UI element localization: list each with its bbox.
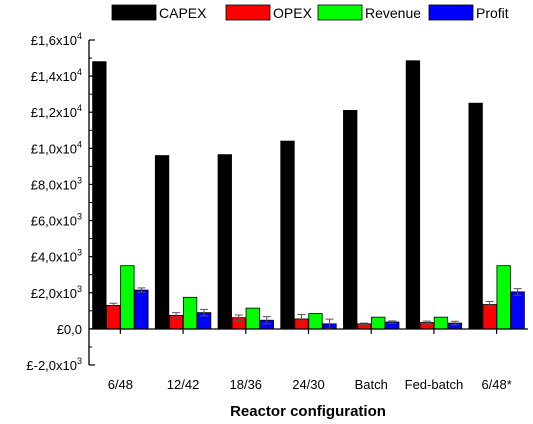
x-tick-group: 6/48 12/42 18/36 24/30 Batch Fed-batch 6/48* bbox=[108, 328, 512, 392]
y-tick-group: £1,6x104 £1,4x104 £1,2x104 £1,0x104 £8,0x103… bbox=[26, 31, 95, 373]
bar-opex bbox=[482, 304, 497, 330]
y-tick-label: £1,2x104 bbox=[31, 103, 82, 120]
bar-capex bbox=[405, 60, 421, 330]
bar-capex bbox=[468, 102, 483, 330]
bar-revenue bbox=[433, 316, 449, 330]
bar-revenue bbox=[182, 296, 198, 330]
y-tick-label: £1,6x104 bbox=[31, 31, 82, 48]
legend-label-revenue: Revenue bbox=[365, 5, 421, 21]
x-tick-label: Fed-batch bbox=[405, 377, 464, 392]
bar-group bbox=[92, 60, 525, 330]
x-tick-label: Batch bbox=[355, 377, 388, 392]
bar-profit bbox=[134, 289, 149, 330]
x-axis-label: Reactor configuration bbox=[230, 403, 386, 420]
legend-swatch-capex bbox=[111, 4, 157, 21]
legend-swatch-profit bbox=[428, 4, 474, 21]
legend-label-profit: Profit bbox=[476, 5, 509, 21]
y-tick-label: £-2,0x103 bbox=[26, 356, 82, 373]
x-tick-label: 6/48* bbox=[481, 377, 511, 392]
y-tick-label: £2,0x103 bbox=[31, 284, 82, 301]
bar-revenue bbox=[245, 307, 260, 330]
bar-opex bbox=[106, 305, 121, 330]
bar-revenue bbox=[371, 316, 386, 330]
bar-capex bbox=[154, 155, 170, 330]
bar-capex bbox=[343, 110, 358, 330]
bar-revenue bbox=[308, 313, 323, 330]
x-tick-label: 6/48 bbox=[108, 377, 133, 392]
legend: CAPEX OPEX Revenue Profit bbox=[111, 4, 509, 21]
x-tick-label: 18/36 bbox=[230, 377, 263, 392]
x-tick-label: 12/42 bbox=[167, 377, 200, 392]
bar-profit bbox=[510, 291, 525, 330]
legend-label-capex: CAPEX bbox=[159, 5, 207, 21]
bar-capex bbox=[280, 140, 295, 330]
bar-revenue bbox=[496, 265, 511, 330]
y-tick-label: £0,0 bbox=[57, 322, 82, 337]
legend-label-opex: OPEX bbox=[273, 5, 313, 21]
bar-capex bbox=[217, 154, 232, 330]
y-tick-label: £1,0x104 bbox=[31, 139, 82, 156]
y-tick-label: £4,0x103 bbox=[31, 248, 82, 265]
legend-swatch-opex bbox=[225, 4, 271, 21]
y-tick-label: £6,0x103 bbox=[31, 212, 82, 229]
x-tick-label: 24/30 bbox=[292, 377, 325, 392]
legend-swatch-revenue bbox=[317, 4, 363, 21]
y-tick-label: £1,4x104 bbox=[31, 67, 82, 84]
y-tick-label: £8,0x103 bbox=[31, 175, 82, 192]
bar-capex bbox=[92, 61, 107, 330]
error-bar-group bbox=[109, 287, 522, 330]
bar-revenue bbox=[120, 265, 135, 330]
